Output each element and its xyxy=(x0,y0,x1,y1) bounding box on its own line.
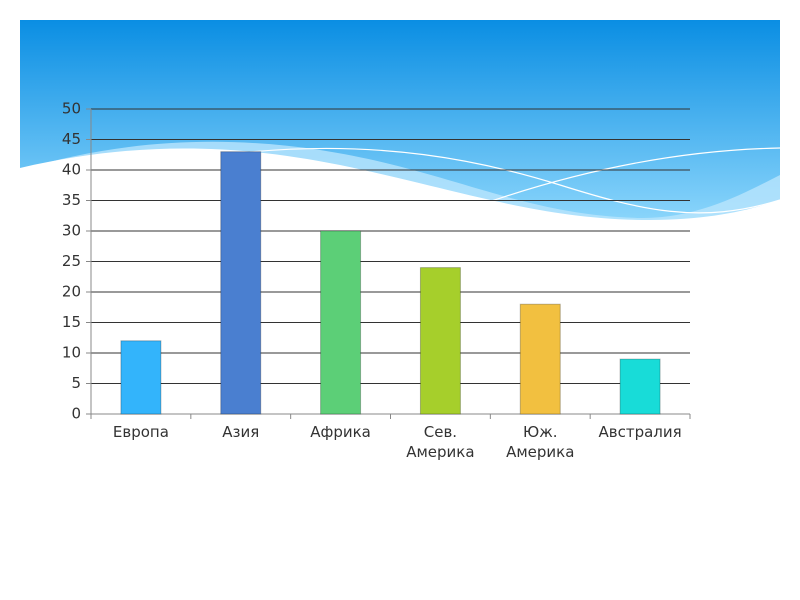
y-tick-label: 20 xyxy=(62,283,81,301)
x-tick-label: Австралия xyxy=(598,423,682,441)
bar xyxy=(519,303,561,415)
y-tick-label: 10 xyxy=(62,344,81,362)
x-tick-label: Азия xyxy=(222,423,260,441)
y-tick-label: 45 xyxy=(62,130,81,148)
header-background xyxy=(20,20,781,222)
y-tick-label: 15 xyxy=(62,313,81,331)
x-tick-label: Африка xyxy=(310,423,371,441)
bar xyxy=(419,267,461,415)
y-tick-label: 50 xyxy=(62,100,81,118)
y-tick-label: 0 xyxy=(71,405,81,423)
y-tick-label: 5 xyxy=(71,374,81,392)
x-tick-label: Сев. Америка xyxy=(406,423,475,461)
bar xyxy=(220,151,262,415)
y-tick-label: 25 xyxy=(62,252,81,270)
bar xyxy=(120,340,162,415)
y-tick-label: 30 xyxy=(62,222,81,240)
y-tick-label: 35 xyxy=(62,191,81,209)
bar xyxy=(619,358,661,415)
x-tick-label: Европа xyxy=(112,423,169,441)
x-tick-label: Юж. Америка xyxy=(506,423,575,461)
bar xyxy=(320,230,362,415)
y-tick-label: 40 xyxy=(62,161,81,179)
